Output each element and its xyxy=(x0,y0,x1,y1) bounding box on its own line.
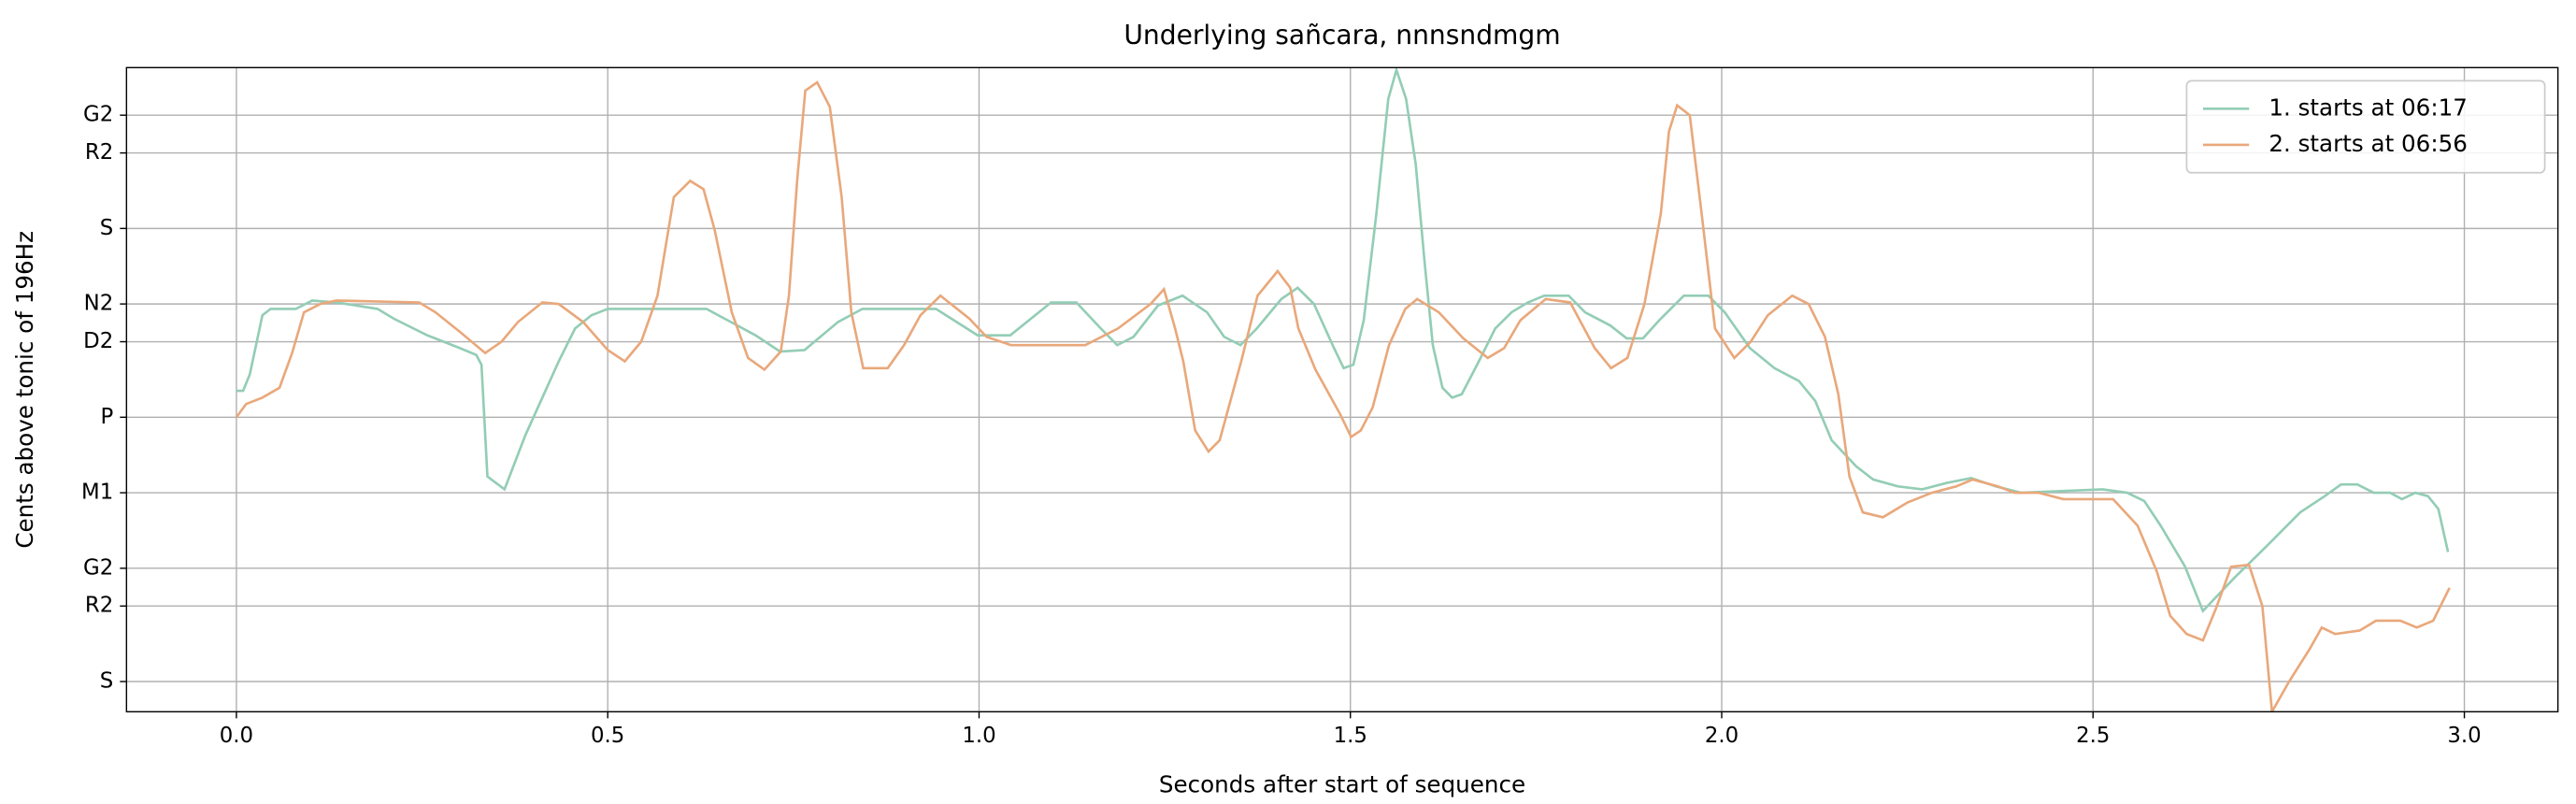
y-axis-label: Cents above tonic of 196Hz xyxy=(11,231,38,549)
y-tick-label: G2 xyxy=(83,103,113,127)
x-axis-label: Seconds after start of sequence xyxy=(1159,770,1525,797)
legend-label: 1. starts at 06:17 xyxy=(2268,93,2468,121)
x-tick-label: 3.0 xyxy=(2447,724,2481,748)
legend-box xyxy=(2185,79,2546,174)
x-tick-label: 0.5 xyxy=(591,724,624,748)
series-line xyxy=(235,80,2451,712)
legend-label: 2. starts at 06:56 xyxy=(2268,130,2468,157)
y-tick-label: M1 xyxy=(81,481,113,505)
lines xyxy=(235,67,2451,712)
chart-title: Underlying sañcara, nnnsndmgm xyxy=(1123,20,1560,50)
x-tick-label: 2.5 xyxy=(2076,724,2110,748)
x-tick-label: 1.0 xyxy=(962,724,995,748)
y-tick-label: R2 xyxy=(85,140,113,165)
axes: 0.0 0.5 1.0 1.5 2.0 2.5 3.0 S R2 G2 M1 P D2 N2 S R2 G2 xyxy=(81,103,2482,748)
x-tick-label: 1.5 xyxy=(1334,724,1367,748)
y-tick-label: R2 xyxy=(85,594,113,618)
y-tick-label: G2 xyxy=(83,555,113,580)
x-tick-label: 2.0 xyxy=(1705,724,1739,748)
legend: 1. starts at 06:17 2. starts at 06:56 xyxy=(2185,79,2546,174)
plot-frame xyxy=(125,66,2559,713)
y-tick-label: D2 xyxy=(83,329,113,353)
x-tick-label: 0.0 xyxy=(220,724,253,748)
y-tick-label: S xyxy=(100,216,113,240)
grid xyxy=(126,67,2558,712)
y-tick-label: P xyxy=(100,405,113,429)
series-line xyxy=(236,67,2450,613)
y-tick-label: S xyxy=(100,669,113,694)
y-tick-label: N2 xyxy=(84,292,114,316)
